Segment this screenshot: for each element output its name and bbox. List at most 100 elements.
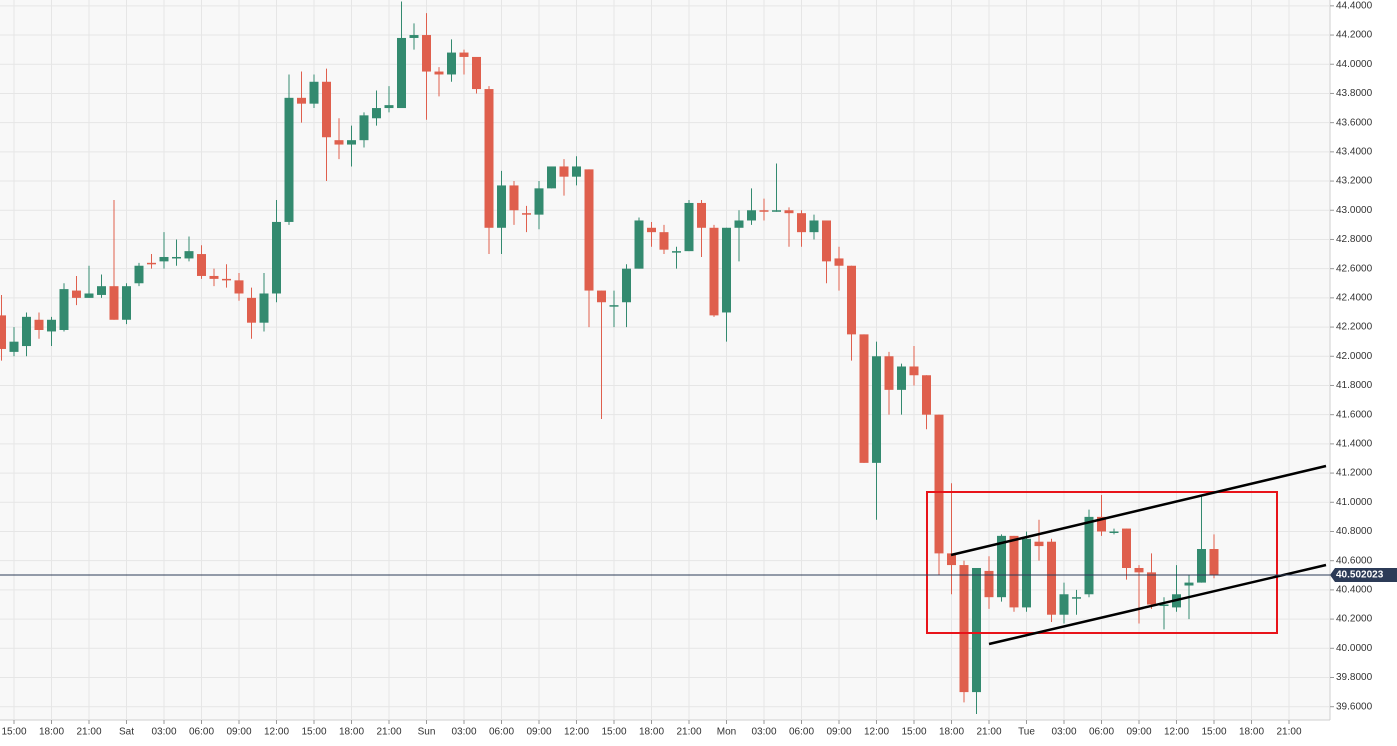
candle-body xyxy=(834,258,844,266)
x-tick-label: 09:00 xyxy=(826,727,851,738)
x-tick-label: 03:00 xyxy=(151,727,176,738)
y-tick-label: 42.2000 xyxy=(1336,322,1373,333)
candle-body xyxy=(284,97,294,222)
candle-body xyxy=(1122,528,1131,568)
candle-body xyxy=(609,305,619,307)
candle-body xyxy=(234,280,244,294)
y-tick-label: 40.0000 xyxy=(1336,643,1373,654)
candle-body xyxy=(134,265,144,284)
candle-body xyxy=(197,254,206,276)
x-tick-label: 06:00 xyxy=(789,727,814,738)
candle-body xyxy=(122,286,131,320)
candle-body xyxy=(547,166,556,189)
x-tick-label: 12:00 xyxy=(564,727,589,738)
candle-body xyxy=(1159,604,1169,606)
candle-body xyxy=(497,185,506,228)
x-tick-label: 18:00 xyxy=(639,727,664,738)
y-tick-label: 42.8000 xyxy=(1336,234,1373,245)
candle-body xyxy=(359,115,369,141)
candle-body xyxy=(434,71,444,75)
y-tick-label: 40.2000 xyxy=(1336,614,1373,625)
x-tick-label: 18:00 xyxy=(1239,727,1264,738)
candle-body xyxy=(172,256,181,259)
candle-body xyxy=(972,567,981,693)
candle-body xyxy=(672,251,681,253)
x-tick-label: Mon xyxy=(717,727,736,738)
candle-body xyxy=(97,286,106,295)
x-tick-label: Sat xyxy=(119,727,134,738)
candle-body xyxy=(0,315,6,349)
x-tick-label: 15:00 xyxy=(1201,727,1226,738)
last-price-tag xyxy=(1330,567,1397,582)
candle-body xyxy=(1197,549,1206,583)
candle-body xyxy=(372,108,381,119)
candle-body xyxy=(1059,594,1069,615)
x-tick-label: Sun xyxy=(418,727,436,738)
candle-body xyxy=(872,356,881,463)
candle-body xyxy=(697,202,706,228)
candle-body xyxy=(309,81,319,104)
x-tick-label: 15:00 xyxy=(901,727,926,738)
candle-body xyxy=(572,166,581,177)
x-tick-label: 15:00 xyxy=(1,727,26,738)
x-tick-label: Tue xyxy=(1018,727,1035,738)
x-tick-label: 18:00 xyxy=(39,727,64,738)
x-tick-label: 21:00 xyxy=(1276,727,1301,738)
y-tick-label: 43.2000 xyxy=(1336,176,1373,187)
candle-body xyxy=(22,316,31,347)
candle-body xyxy=(984,570,994,598)
candle-body xyxy=(822,220,831,262)
x-tick-label: 15:00 xyxy=(301,727,326,738)
candle-body xyxy=(272,221,281,294)
candle-body xyxy=(622,268,631,303)
candle-body xyxy=(34,319,44,330)
x-tick-label: 12:00 xyxy=(864,727,889,738)
candle-body xyxy=(772,210,781,212)
candle-body xyxy=(1097,516,1106,532)
candle-body xyxy=(447,52,456,75)
candle-body xyxy=(597,290,606,303)
candles xyxy=(0,1,1219,714)
y-tick-label: 43.8000 xyxy=(1336,88,1373,99)
candle-body xyxy=(159,256,169,262)
candle-body xyxy=(484,89,494,228)
candle-body xyxy=(147,262,156,265)
y-tick-label: 44.0000 xyxy=(1336,59,1373,70)
plot-background xyxy=(0,0,1330,720)
candle-body xyxy=(1034,541,1044,547)
candle-body xyxy=(897,366,906,390)
candle-body xyxy=(422,35,431,72)
last-price-label: 40.502023 xyxy=(1336,570,1384,581)
candle-body xyxy=(1022,538,1031,608)
x-tick-label: 09:00 xyxy=(1126,727,1151,738)
candle-body xyxy=(297,97,306,104)
y-tick-label: 42.4000 xyxy=(1336,293,1373,304)
x-tick-label: 03:00 xyxy=(451,727,476,738)
y-tick-label: 41.2000 xyxy=(1336,468,1373,479)
highlight-box xyxy=(926,491,1278,634)
candle-body xyxy=(759,210,769,212)
candle-body xyxy=(1184,582,1194,586)
x-tick-label: 03:00 xyxy=(1051,727,1076,738)
x-tick-label: 09:00 xyxy=(526,727,551,738)
candle-body xyxy=(1147,572,1156,605)
candle-body xyxy=(472,56,481,90)
candle-body xyxy=(884,356,894,390)
candle-body xyxy=(322,81,331,138)
candle-body xyxy=(959,565,969,693)
y-tick-label: 44.2000 xyxy=(1336,30,1373,41)
candle-body xyxy=(947,553,956,566)
y-tick-label: 43.6000 xyxy=(1336,117,1373,128)
candle-body xyxy=(384,105,394,109)
x-tick-label: 06:00 xyxy=(189,727,214,738)
candle-body xyxy=(634,220,644,269)
y-tick-label: 41.8000 xyxy=(1336,380,1373,391)
candle-body xyxy=(534,188,544,215)
x-tick-label: 06:00 xyxy=(489,727,514,738)
y-tick-label: 40.8000 xyxy=(1336,526,1373,537)
candle-body xyxy=(559,166,569,177)
y-tick-label: 41.6000 xyxy=(1336,409,1373,420)
candle-body xyxy=(84,293,94,298)
candle-body xyxy=(1072,597,1081,599)
